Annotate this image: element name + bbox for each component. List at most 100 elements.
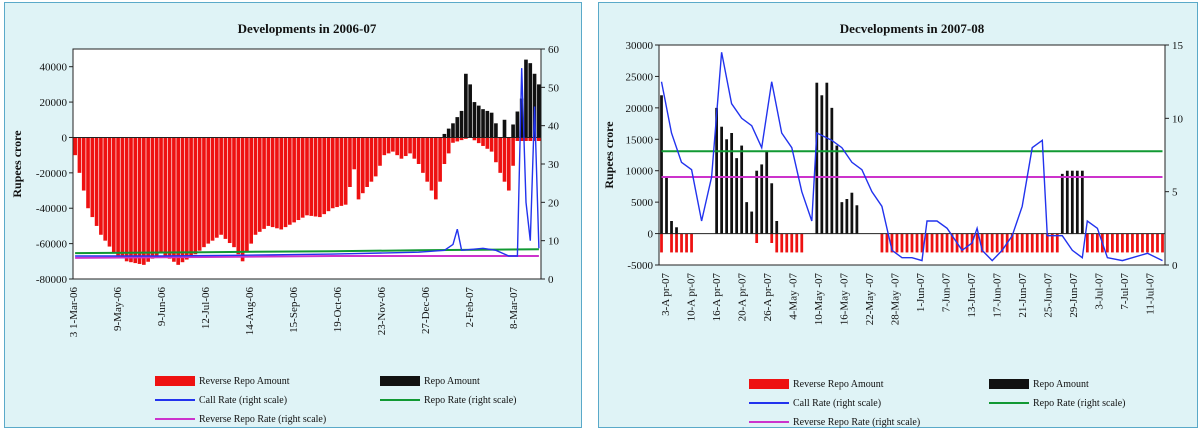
y-tick-label: -60000 [36, 239, 68, 251]
reverse-repo-bar [403, 137, 408, 157]
reverse-repo-bar [1161, 233, 1164, 253]
reverse-repo-bar [1040, 233, 1044, 253]
x-tick-label: 25-Jun-07 [1043, 273, 1055, 318]
reverse-repo-bar [184, 137, 189, 260]
plot-area [658, 44, 1166, 266]
reverse-repo-bar [1000, 233, 1004, 253]
repo-bar [670, 221, 673, 234]
reverse-repo-bar [1085, 233, 1089, 253]
reverse-repo-bar [313, 137, 318, 217]
repo-bar [775, 221, 779, 234]
reverse-repo-bar [150, 137, 155, 259]
y-tick-label: 0 [62, 132, 68, 144]
reverse-repo-bar [176, 137, 181, 265]
legend-label: Repo Amount [424, 376, 480, 387]
y-tick-label: 40000 [40, 62, 68, 74]
repo-bar [725, 139, 729, 234]
x-tick-label: 21-Jun-07 [1017, 273, 1029, 318]
reverse-repo-bar [890, 233, 894, 253]
x-tick-label: 2-Feb-07 [464, 287, 476, 328]
reverse-repo-bar [270, 137, 275, 228]
x-tick-label: 4-May -07 [788, 273, 800, 320]
reverse-repo-bar [1090, 233, 1094, 253]
reverse-repo-bar [433, 137, 438, 200]
reverse-repo-bar [167, 137, 172, 259]
reverse-repo-bar [515, 137, 520, 141]
reverse-repo-bar [339, 137, 344, 206]
reverse-repo-bar [391, 137, 395, 152]
x-tick-label: 3-Jul-07 [1094, 273, 1106, 310]
reverse-repo-bar [1030, 233, 1034, 253]
repo-bar [750, 211, 754, 234]
x-tick-label: 16-May -07 [839, 273, 851, 326]
reverse-repo-bar [930, 233, 934, 253]
reverse-repo-bar [189, 137, 193, 257]
reverse-repo-bar [670, 233, 673, 253]
x-tick-label: 17-Jun-07 [992, 273, 1004, 318]
x-tick-label: 3 1-Mar-06 [68, 287, 80, 338]
repo-bar [494, 123, 498, 138]
reverse-repo-bar [980, 233, 984, 253]
y-tick-label: -80000 [36, 274, 68, 286]
y2-tick-label: 50 [548, 82, 560, 94]
reverse-repo-bar [895, 233, 899, 253]
reverse-repo-bar [94, 137, 99, 226]
repo-bar [485, 110, 490, 138]
reverse-repo-bar [770, 233, 774, 243]
reverse-repo-bar [137, 137, 142, 264]
reverse-repo-bar [292, 137, 296, 223]
y-tick-label: 10000 [626, 166, 654, 178]
reverse-repo-bar [90, 137, 95, 218]
call-rate-line [660, 52, 1163, 262]
repo-bar [830, 107, 834, 234]
reverse-repo-bar [1151, 233, 1154, 253]
reverse-repo-bar [910, 233, 914, 253]
reverse-repo-bar [960, 233, 964, 253]
repo-bar [451, 123, 455, 138]
reverse-repo-bar [382, 137, 387, 156]
repo-bar [459, 110, 464, 138]
repo-bar [740, 145, 744, 234]
x-tick-label: 8-Mar-07 [508, 287, 520, 329]
x-tick-label: 9-May-06 [112, 287, 124, 331]
reverse-repo-bar [395, 137, 399, 156]
repo-bar [850, 192, 854, 234]
repo-bar [1075, 170, 1079, 234]
legend-label: Reverse Repo Amount [793, 379, 884, 390]
reverse-repo-bar [305, 137, 309, 216]
reverse-repo-bar [206, 137, 211, 244]
reverse-repo-bar [266, 137, 271, 226]
y2-tick-label: 0 [1172, 260, 1178, 272]
reverse-repo-bar [326, 137, 331, 212]
reverse-repo-bar [915, 233, 919, 253]
x-tick-label: 12-Jul-06 [200, 287, 212, 330]
reverse-repo-bar [86, 137, 90, 209]
x-tick-label: 26-A pr-07 [762, 273, 774, 322]
reverse-repo-bar [498, 137, 503, 173]
chart-panel-2007-08: Decvelopments in 2007-08 -5000 0 5000 10000 1… [598, 2, 1198, 428]
reverse-repo-bar [253, 137, 258, 235]
reverse-repo-bar [885, 233, 889, 253]
reverse-repo-bar [275, 137, 279, 229]
reverse-repo-bar [1121, 233, 1124, 253]
reverse-repo-bar [660, 233, 663, 253]
x-tick-label: 1-Jun-07 [915, 273, 927, 313]
repo-bar [1060, 173, 1064, 234]
x-tick-label: 28-May -07 [890, 273, 902, 326]
repo-bar [524, 59, 528, 138]
repo-bar [511, 124, 515, 138]
x-tick-label: 16-A pr-07 [711, 273, 723, 322]
legend-swatch [989, 379, 1029, 389]
legend-swatch [155, 376, 195, 386]
y2-tick-label: 20 [548, 197, 560, 209]
reverse-repo-bar [369, 137, 374, 182]
x-tick-label: 23-Nov-06 [376, 287, 388, 336]
reverse-repo-bar [81, 137, 86, 191]
reverse-repo-bar [309, 137, 314, 216]
reverse-repo-bar [519, 137, 524, 141]
reverse-repo-bar [1020, 233, 1024, 253]
reverse-repo-bar [920, 233, 924, 253]
reverse-repo-bar [935, 233, 939, 253]
reverse-repo-bar [528, 137, 533, 141]
repo-bar [675, 227, 678, 234]
